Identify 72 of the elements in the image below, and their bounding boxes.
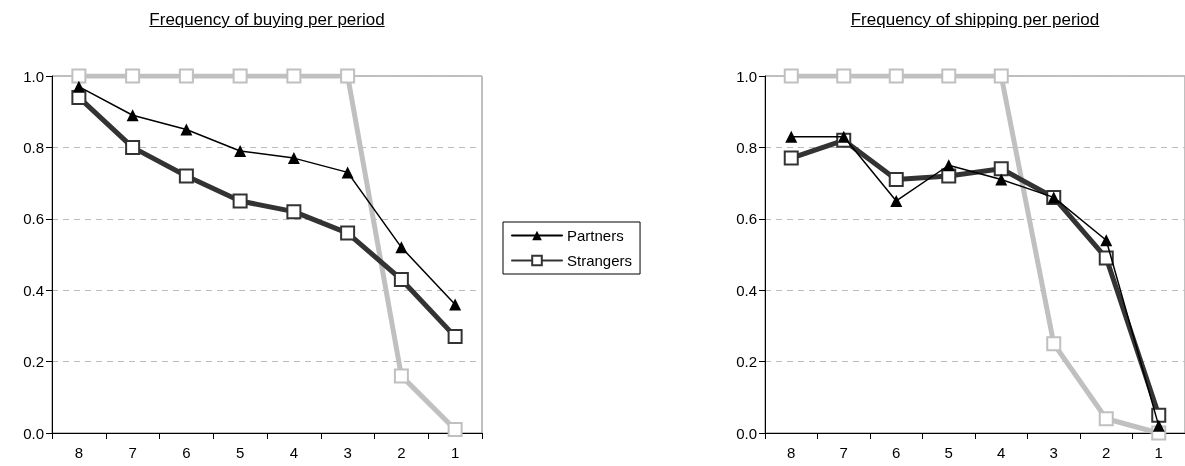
point bbox=[232, 193, 248, 209]
x-tick-label: 8 bbox=[74, 444, 84, 461]
point bbox=[888, 68, 904, 84]
point bbox=[341, 166, 354, 179]
point bbox=[71, 68, 87, 84]
point bbox=[447, 421, 463, 437]
x-tick-label: 7 bbox=[128, 444, 137, 461]
point bbox=[888, 172, 904, 188]
x-tick-label: 4 bbox=[997, 444, 1006, 461]
x-tick-label: 5 bbox=[235, 444, 245, 461]
y-tick-label: 0.4 bbox=[23, 281, 44, 299]
y-tick-label: 0.2 bbox=[23, 353, 44, 371]
x-tick-label: 3 bbox=[1049, 444, 1058, 461]
point bbox=[395, 241, 408, 254]
point bbox=[1152, 419, 1165, 432]
point bbox=[449, 298, 462, 311]
legend-label: Strangers bbox=[567, 252, 633, 269]
point bbox=[125, 68, 141, 84]
x-tick-label: 2 bbox=[397, 444, 406, 461]
y-tick-label: 0.0 bbox=[736, 424, 757, 442]
point bbox=[941, 68, 957, 84]
point bbox=[993, 68, 1009, 84]
y-tick-label: 1.0 bbox=[736, 67, 757, 85]
point bbox=[836, 68, 852, 84]
point bbox=[126, 109, 139, 122]
y-tick-label: 0.4 bbox=[736, 281, 757, 299]
x-tick-label: 1 bbox=[1154, 444, 1163, 461]
point bbox=[942, 159, 955, 172]
y-tick-label: 0.6 bbox=[736, 210, 757, 228]
point bbox=[286, 68, 302, 84]
y-tick-label: 0.6 bbox=[23, 210, 44, 228]
point bbox=[234, 144, 247, 157]
x-tick-label: 7 bbox=[839, 444, 848, 461]
y-tick-label: 0.0 bbox=[23, 424, 44, 442]
point bbox=[393, 368, 409, 384]
x-tick-label: 1 bbox=[450, 444, 460, 461]
chart-title: Frequency of buying per period bbox=[149, 10, 385, 30]
point bbox=[287, 152, 300, 165]
point bbox=[890, 194, 903, 207]
point bbox=[1098, 411, 1114, 427]
y-tick-label: 0.8 bbox=[23, 138, 44, 156]
point bbox=[178, 168, 194, 184]
x-tick-label: 6 bbox=[892, 444, 901, 461]
point bbox=[178, 68, 194, 84]
point bbox=[340, 68, 356, 84]
x-tick-label: 2 bbox=[1102, 444, 1111, 461]
point bbox=[125, 139, 141, 155]
point bbox=[837, 130, 850, 143]
point bbox=[340, 225, 356, 241]
point bbox=[286, 204, 302, 220]
legend-label: Partners bbox=[567, 227, 624, 244]
y-tick-label: 0.8 bbox=[736, 138, 757, 156]
point bbox=[180, 123, 193, 136]
x-tick-label: 6 bbox=[182, 444, 191, 461]
point bbox=[232, 68, 248, 84]
x-tick-label: 4 bbox=[289, 444, 299, 461]
x-tick-label: 3 bbox=[343, 444, 352, 461]
point bbox=[785, 130, 798, 143]
chart-title: Frequency of shipping per period bbox=[850, 10, 1100, 30]
point bbox=[1100, 234, 1113, 247]
point bbox=[393, 271, 409, 287]
point bbox=[447, 329, 463, 345]
point bbox=[1046, 336, 1062, 352]
point bbox=[783, 150, 799, 166]
point bbox=[72, 80, 85, 93]
point bbox=[783, 68, 799, 84]
x-tick-label: 8 bbox=[787, 444, 796, 461]
point bbox=[995, 173, 1008, 186]
y-tick-label: 0.2 bbox=[736, 353, 757, 371]
x-tick-label: 5 bbox=[944, 444, 953, 461]
y-tick-label: 1.0 bbox=[23, 67, 44, 85]
point bbox=[993, 161, 1009, 177]
